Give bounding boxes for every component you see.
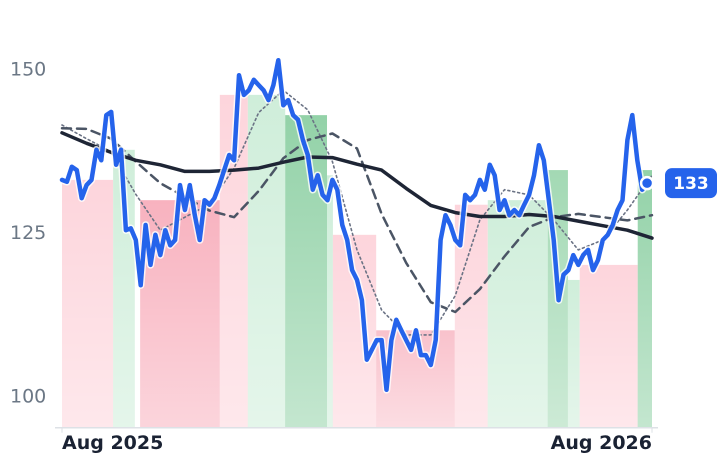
band-fade <box>62 179 114 428</box>
band-fade <box>113 149 135 428</box>
y-tick-label: 150 <box>10 59 46 81</box>
x-tick-label: Aug 2026 <box>551 432 652 454</box>
last-point <box>639 175 655 191</box>
lines: 133 <box>59 56 717 394</box>
y-tick-label: 100 <box>10 386 46 408</box>
series-line <box>59 57 650 393</box>
y-tick-label: 125 <box>10 222 46 244</box>
axes: 100 125 150 Aug 2025 Aug 2026 <box>10 59 658 454</box>
value-badge <box>665 168 717 199</box>
band-fade <box>567 279 580 428</box>
band-fade <box>579 264 638 428</box>
band-fade <box>637 170 652 428</box>
value-badge-label: 133 <box>673 174 709 194</box>
band-fade <box>327 175 333 428</box>
band-fade <box>247 94 286 428</box>
x-tick-label: Aug 2025 <box>62 432 163 454</box>
band-fade <box>487 200 548 428</box>
